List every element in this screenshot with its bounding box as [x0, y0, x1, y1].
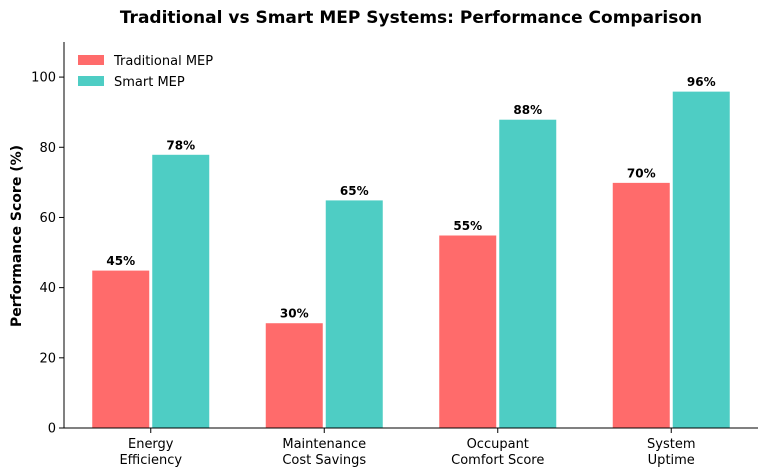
- y-tick-label: 100: [31, 71, 56, 86]
- x-tick-label: Uptime: [648, 453, 695, 468]
- bar-traditional: [611, 181, 671, 429]
- data-label: 30%: [280, 307, 309, 321]
- bar-traditional: [438, 234, 498, 429]
- x-tick-label: Efficiency: [119, 453, 182, 468]
- legend-label: Traditional MEP: [113, 54, 213, 69]
- y-tick-label: 80: [39, 141, 56, 156]
- x-tick-label: Energy: [128, 437, 174, 452]
- legend-label: Smart MEP: [114, 75, 185, 90]
- legend-swatch: [78, 76, 104, 86]
- bar-smart: [151, 153, 211, 429]
- bar-smart: [498, 118, 558, 429]
- y-tick-label: 60: [39, 211, 56, 226]
- x-tick-label: Comfort Score: [451, 453, 544, 468]
- y-axis-label: Performance Score (%): [9, 145, 25, 327]
- data-label: 45%: [106, 254, 135, 268]
- x-tick-label: Cost Savings: [282, 453, 366, 468]
- x-tick-label: Maintenance: [282, 437, 366, 452]
- bar-traditional: [264, 322, 324, 429]
- y-tick-label: 40: [39, 281, 56, 296]
- chart-title: Traditional vs Smart MEP Systems: Perfor…: [120, 8, 702, 28]
- x-tick-label: System: [647, 437, 695, 452]
- bar-traditional: [91, 269, 151, 429]
- data-label: 78%: [166, 138, 195, 152]
- x-tick-label: Occupant: [467, 437, 529, 452]
- data-label: 70%: [627, 166, 656, 180]
- data-label: 65%: [340, 184, 369, 198]
- y-tick-label: 0: [48, 422, 56, 437]
- bar-smart: [671, 90, 731, 429]
- y-tick-label: 20: [39, 351, 56, 366]
- bar-smart: [324, 199, 384, 429]
- legend-swatch: [78, 55, 104, 65]
- data-label: 55%: [453, 219, 482, 233]
- data-label: 88%: [513, 103, 542, 117]
- data-label: 96%: [687, 75, 716, 89]
